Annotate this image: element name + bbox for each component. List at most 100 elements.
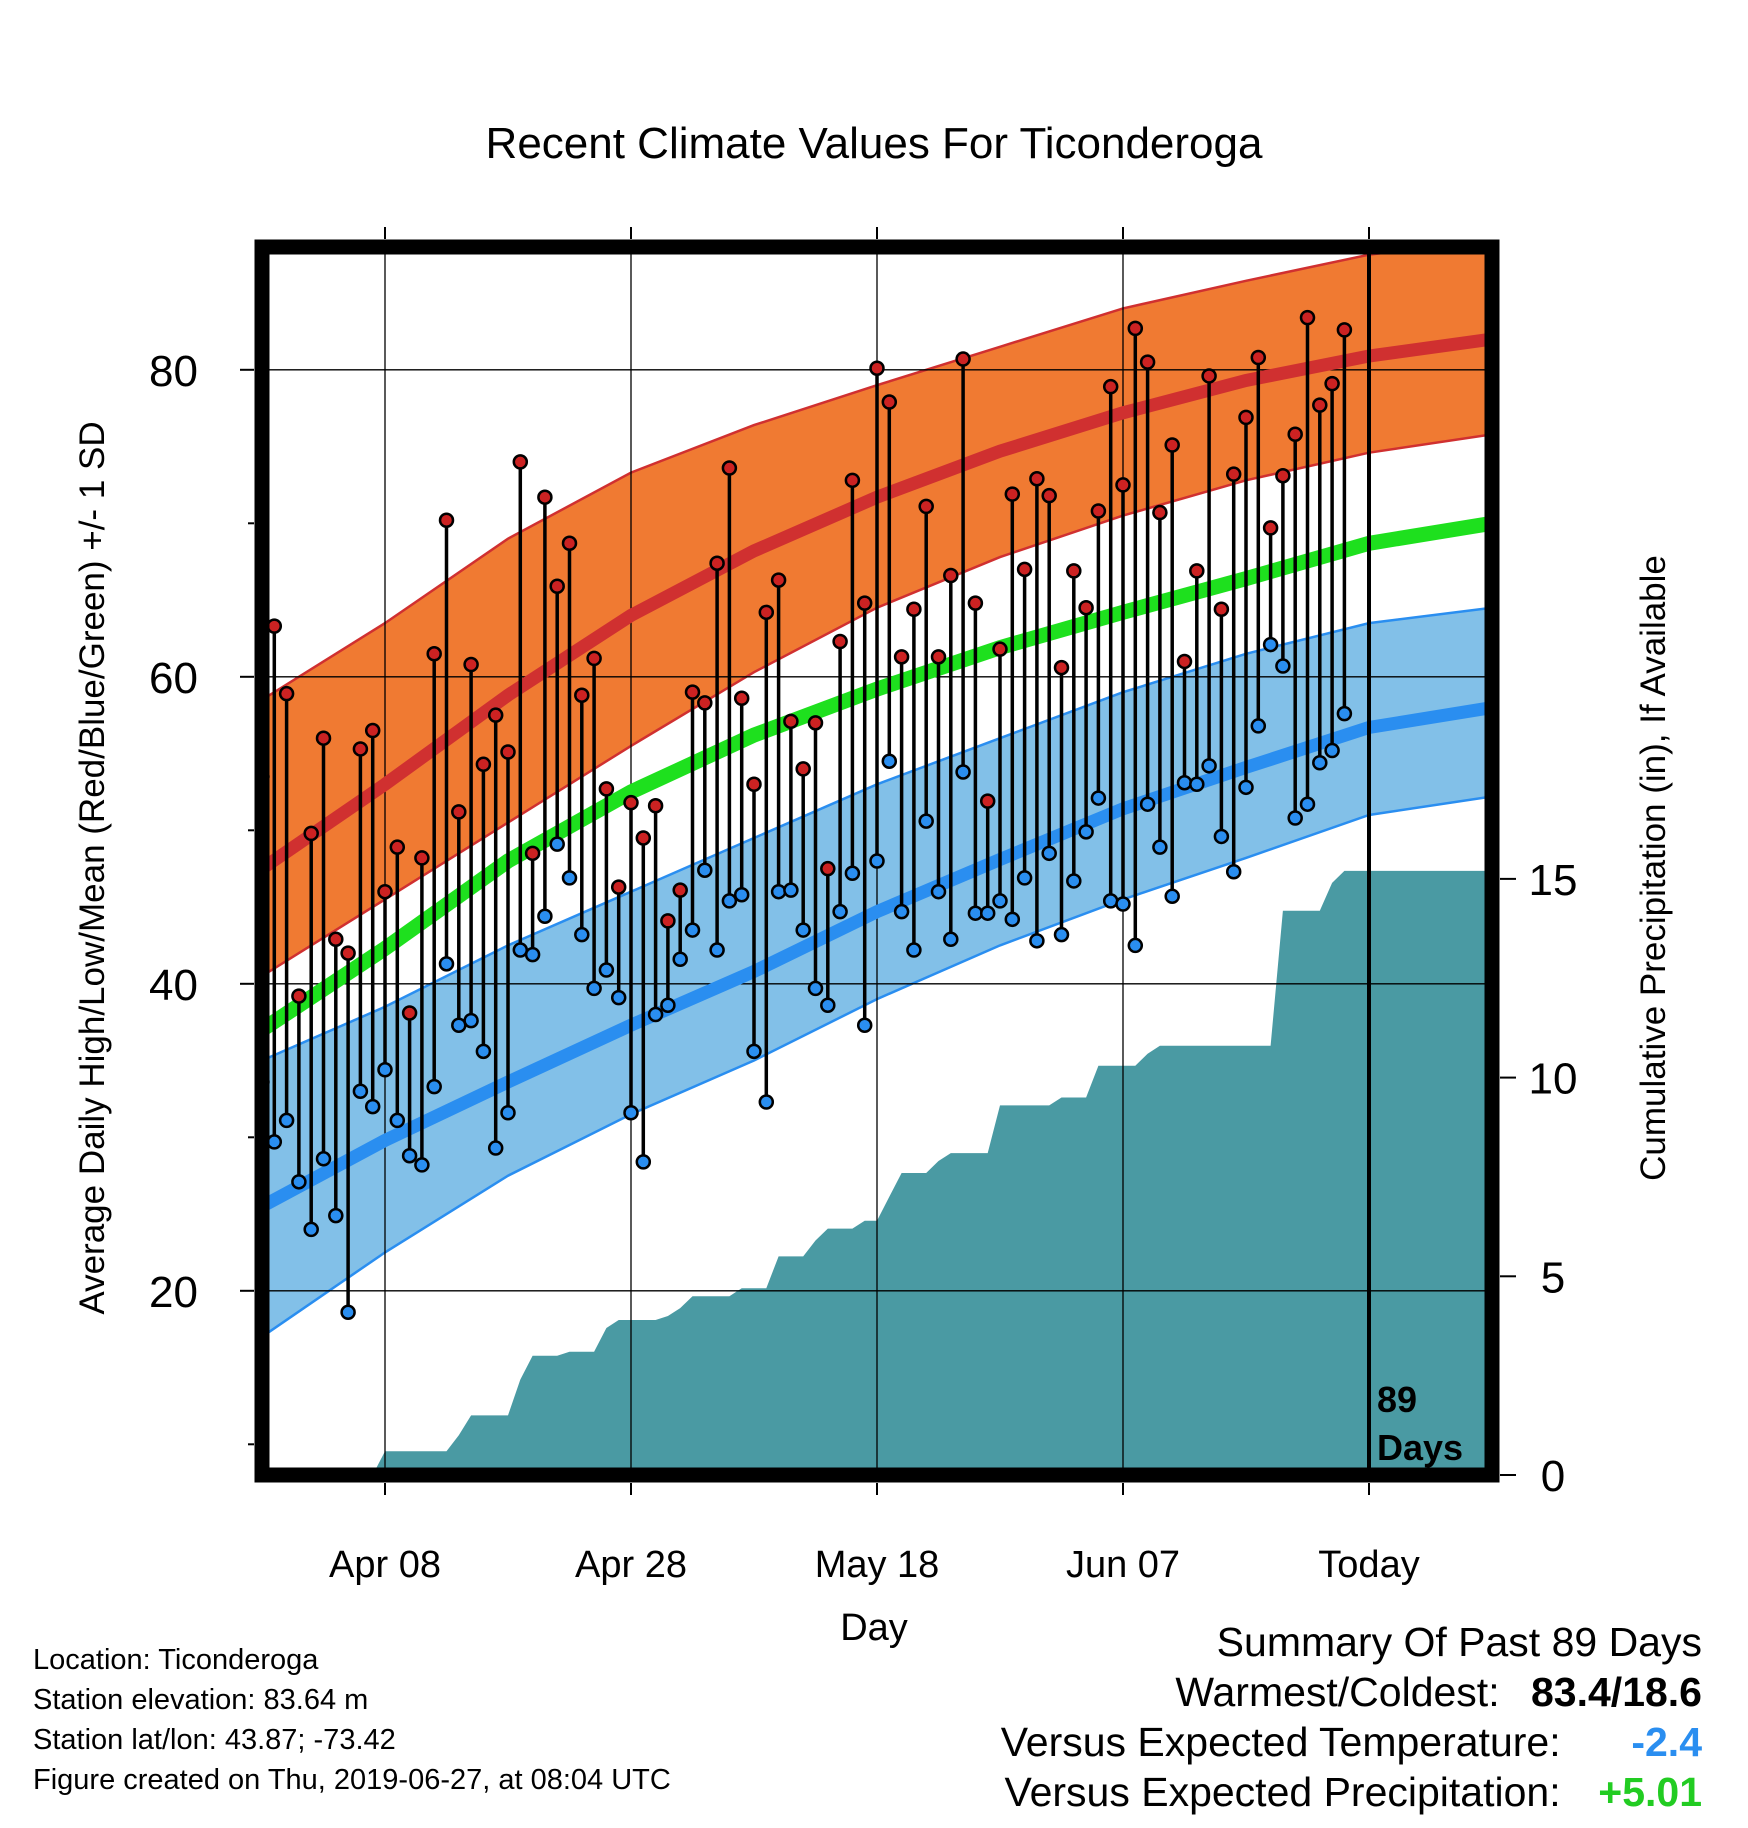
low-temp-point [1176, 774, 1193, 791]
low-temp-point [1299, 796, 1316, 812]
low-temp-point [1164, 888, 1180, 905]
low-temp-point [832, 903, 848, 920]
low-temp-point [893, 903, 910, 920]
high-temp-point [807, 715, 824, 731]
low-temp-point [598, 962, 615, 978]
high-temp-point [1213, 601, 1230, 618]
plot-frame [254, 239, 1500, 1483]
low-temp-point [881, 753, 898, 769]
low-temp-point [1213, 828, 1230, 845]
low-temp-point [574, 926, 590, 943]
warmest-coldest-value: 83.4/18.6 [1531, 1669, 1702, 1715]
high-temp-point [561, 535, 578, 552]
latlon-text: Station lat/lon: 43.87; -73.42 [33, 1724, 396, 1756]
low-temp-point [1066, 873, 1082, 889]
low-temp-point [1102, 893, 1119, 909]
low-temp-point [328, 1207, 344, 1224]
precip-area [262, 870, 1492, 1475]
high-temp-point [401, 1005, 418, 1021]
high-temp-point [1139, 354, 1156, 370]
low-temp-point [524, 946, 541, 963]
low-temp-point [1238, 779, 1254, 796]
high-temp-point [869, 360, 885, 377]
temp-departure-label: Versus Expected Temperature: [1000, 1719, 1561, 1765]
high-temp-point [906, 601, 922, 618]
low-temp-point [1287, 810, 1303, 826]
high-temp-point [266, 618, 283, 634]
high-temp-point [844, 472, 861, 489]
high-temp-point [856, 595, 873, 611]
low-temp-point [1324, 742, 1340, 759]
low-temp-point [500, 1104, 516, 1121]
precip-departure-label: Versus Expected Precipitation: [1004, 1769, 1561, 1815]
y2-tick-label: 5 [1541, 1253, 1565, 1302]
low-temp-point [438, 956, 455, 972]
high-temp-point [1102, 378, 1119, 395]
high-temp-point [586, 650, 602, 667]
high-temp-point [1127, 320, 1144, 337]
low-temp-point [709, 942, 725, 958]
low-temp-point [992, 893, 1008, 909]
high-temp-point [1066, 563, 1082, 579]
high-temp-point [524, 845, 541, 862]
station-info: Location: Ticonderoga Station elevation:… [33, 1640, 671, 1800]
high-temp-point [1016, 561, 1033, 578]
high-temp-point [1262, 520, 1279, 536]
high-temp-point [967, 595, 984, 611]
high-temp-point [1029, 471, 1045, 487]
summary-heading: Summary Of Past 89 Days [1216, 1619, 1702, 1665]
plot-area: 89 Days Apr 08 Apr 28 May 18 Jun 07 Today 20 40 6… [149, 227, 1577, 1586]
high-temp-point [1078, 599, 1094, 616]
high-temp-point [1336, 322, 1353, 338]
low-temp-point [487, 1140, 504, 1156]
high-temp-point [598, 781, 615, 797]
warmest-coldest-label: Warmest/Coldest: [1175, 1669, 1500, 1715]
high-temp-point [709, 555, 725, 571]
high-temp-point [512, 454, 529, 470]
low-temp-point [820, 997, 836, 1014]
high-temp-point [1312, 397, 1328, 413]
low-temp-point [1336, 705, 1353, 722]
low-temp-point [770, 883, 787, 900]
high-temp-point [1164, 437, 1180, 453]
today-days-label: 89 [1377, 1379, 1417, 1420]
high-temp-point [414, 850, 430, 866]
high-temp-point [943, 567, 959, 584]
high-temp-point [647, 797, 664, 814]
temp-departure-value: -2.4 [1631, 1719, 1702, 1765]
low-temp-point [869, 853, 885, 869]
y2-tick-label: 10 [1529, 1055, 1578, 1104]
high-temp-point [660, 913, 676, 929]
low-temp-point [451, 1017, 467, 1033]
low-temp-point [758, 1094, 775, 1110]
high-temp-point [1275, 467, 1291, 484]
low-temp-point [463, 1012, 479, 1029]
high-temp-point [451, 804, 467, 820]
precip-departure-value: +5.01 [1598, 1769, 1702, 1815]
elevation-text: Station elevation: 83.64 m [33, 1684, 369, 1716]
high-temp-point [549, 578, 565, 594]
high-temp-point [340, 945, 356, 961]
low-temp-point [1152, 839, 1168, 855]
high-temp-point [1090, 503, 1107, 519]
high-temp-point [1041, 487, 1057, 504]
high-temp-point [500, 744, 516, 760]
low-temp-point [1250, 718, 1267, 734]
x-tick-label: Jun 07 [1066, 1544, 1180, 1586]
high-temp-point [635, 830, 652, 846]
high-temp-point [930, 649, 947, 665]
high-temp-point [1152, 504, 1168, 521]
low-temp-point [795, 922, 811, 938]
low-temp-point [1139, 796, 1156, 812]
high-temp-point [389, 839, 406, 855]
low-temp-point [549, 836, 565, 852]
high-temp-point [979, 793, 996, 809]
high-temp-point [475, 756, 492, 773]
low-temp-point [672, 951, 688, 967]
high-temp-point [721, 460, 738, 476]
high-temp-point [352, 741, 369, 757]
high-temp-point [364, 722, 381, 739]
high-temp-point [758, 604, 775, 621]
high-temp-point [697, 695, 713, 711]
low-temp-point [352, 1083, 369, 1099]
